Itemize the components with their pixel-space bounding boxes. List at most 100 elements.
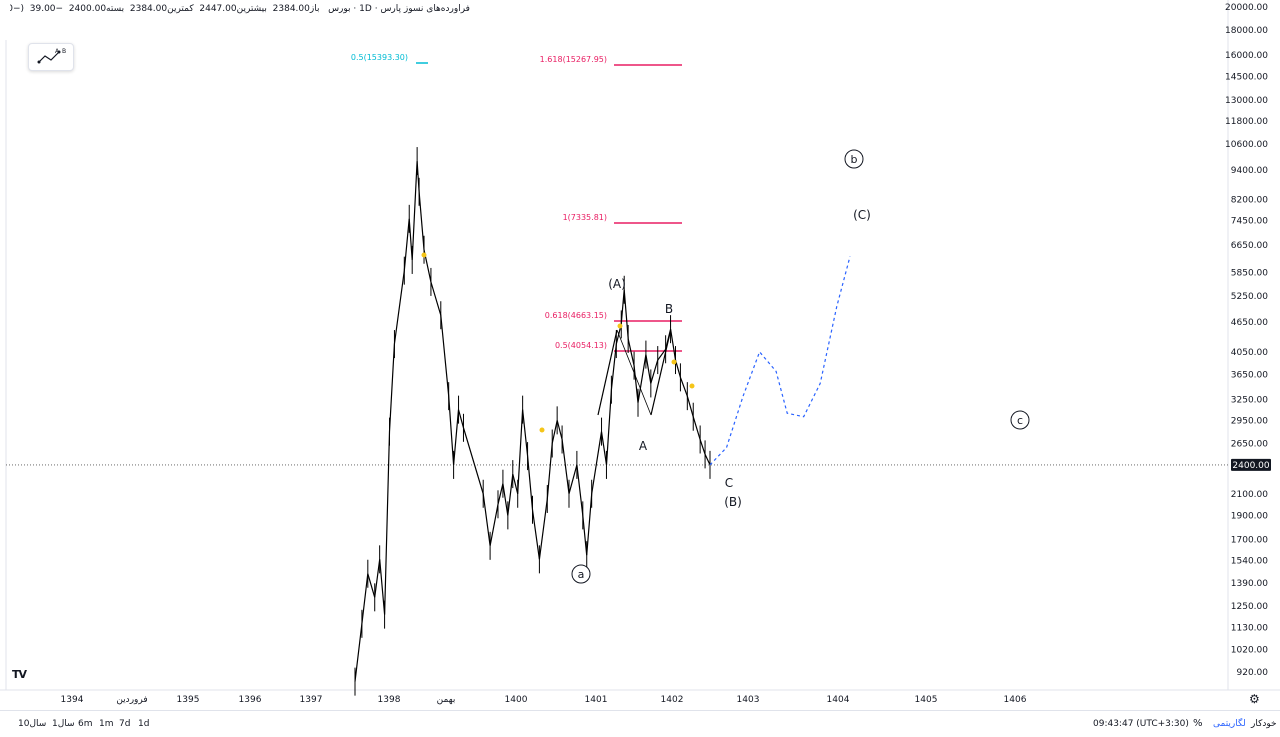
y-tick-label: 9400.00 bbox=[1231, 166, 1268, 176]
wave-trendline bbox=[616, 329, 652, 416]
interval[interactable]: 1D bbox=[359, 4, 372, 14]
y-tick-label: 2100.00 bbox=[1231, 490, 1268, 500]
range-6m[interactable]: 6m bbox=[78, 719, 93, 729]
x-tick-label: 1394 bbox=[61, 695, 84, 705]
x-tick-label: 1398 bbox=[378, 695, 401, 705]
tradingview-logo-icon[interactable]: TV bbox=[12, 668, 27, 681]
fib-label: 0.5(4054.13) bbox=[555, 341, 607, 350]
wave-label[interactable]: (A) bbox=[608, 277, 626, 291]
symbol-header: فرآورده‌های نسوز پارس · 1D · بورس باز238… bbox=[10, 4, 470, 18]
x-tick-label: 1404 bbox=[827, 695, 850, 705]
auto-toggle[interactable]: خودکار bbox=[1251, 719, 1277, 729]
signal-marker[interactable] bbox=[671, 359, 677, 365]
percent-toggle[interactable]: % bbox=[1193, 718, 1203, 729]
x-tick-label: فروردین bbox=[116, 695, 147, 705]
y-tick-label: 20000.00 bbox=[1225, 3, 1268, 13]
x-tick-label: 1400 bbox=[505, 695, 528, 705]
y-tick-label: 5250.00 bbox=[1231, 292, 1268, 302]
symbol-name[interactable]: فرآورده‌های نسوز پارس bbox=[380, 4, 470, 14]
low-value: 2384.00 bbox=[129, 4, 168, 14]
exchange: بورس bbox=[328, 4, 351, 14]
wave-circle[interactable] bbox=[1010, 410, 1030, 430]
y-tick-label: 3650.00 bbox=[1231, 370, 1268, 380]
svg-text:B: B bbox=[62, 48, 66, 55]
y-tick-label: 7450.00 bbox=[1231, 216, 1268, 226]
signal-marker[interactable] bbox=[617, 323, 623, 329]
wave-label[interactable]: (B) bbox=[724, 495, 742, 509]
range-7d[interactable]: 7d bbox=[119, 719, 131, 729]
close-label: بسته bbox=[106, 4, 125, 14]
close-value: 2400.00 bbox=[68, 4, 107, 14]
y-tick-label: 1390.00 bbox=[1231, 579, 1268, 589]
signal-marker[interactable] bbox=[689, 383, 695, 389]
y-tick-label: 14500.00 bbox=[1225, 72, 1268, 82]
signal-marker[interactable] bbox=[539, 427, 545, 433]
last-price-badge bbox=[1231, 458, 1271, 471]
price-axis[interactable]: 20000.00 18000.00 16000.00 14500.00 13000.00… bbox=[1225, 3, 1271, 678]
open-label: باز bbox=[309, 4, 320, 14]
y-tick-label: 6650.00 bbox=[1231, 241, 1268, 251]
x-tick-label: 1395 bbox=[177, 695, 200, 705]
wave-label[interactable]: A bbox=[639, 439, 648, 453]
x-tick-label: بهمن bbox=[437, 695, 456, 705]
x-tick-label: 1397 bbox=[300, 695, 323, 705]
log-toggle[interactable]: لگاریتمی bbox=[1213, 719, 1246, 729]
y-tick-label: 3250.00 bbox=[1231, 395, 1268, 405]
last-price-label: 2400.00 bbox=[1232, 461, 1269, 471]
x-tick-label: 1403 bbox=[737, 695, 760, 705]
fib-label: 1.618(15267.95) bbox=[540, 55, 607, 64]
y-tick-label: 4050.00 bbox=[1231, 348, 1268, 358]
y-tick-label: 1130.00 bbox=[1231, 624, 1268, 634]
x-tick-label: 1402 bbox=[661, 695, 684, 705]
wave-label[interactable]: (C) bbox=[853, 208, 871, 222]
y-tick-label: 1700.00 bbox=[1231, 535, 1268, 545]
range-10y[interactable]: 10سال bbox=[18, 719, 47, 729]
y-tick-label: 1020.00 bbox=[1231, 646, 1268, 656]
price-line[interactable] bbox=[354, 161, 711, 682]
range-1m[interactable]: 1m bbox=[99, 719, 114, 729]
y-tick-label: 2650.00 bbox=[1231, 440, 1268, 450]
y-tick-label: 2950.00 bbox=[1231, 416, 1268, 426]
y-tick-label: 13000.00 bbox=[1225, 96, 1268, 106]
wave-circle[interactable] bbox=[571, 564, 591, 584]
open-value: 2384.00 bbox=[272, 4, 310, 14]
y-tick-label: 11800.00 bbox=[1225, 117, 1268, 127]
wave-label[interactable]: B bbox=[665, 302, 673, 316]
fib-label: 1(7335.81) bbox=[563, 213, 607, 222]
wave-circle-label: c bbox=[1017, 414, 1023, 427]
wave-trendline bbox=[597, 329, 618, 416]
change-percent: (−1.60%) bbox=[10, 4, 25, 14]
projection-line[interactable] bbox=[709, 256, 851, 466]
change-value: −39.00 bbox=[29, 4, 64, 14]
time-axis[interactable]: 1394 فروردین 1395 1396 1397 1398 بهمن 1400 1401 1… bbox=[61, 695, 1027, 705]
range-1y[interactable]: 1سال bbox=[52, 719, 75, 729]
gear-icon[interactable]: ⚙ bbox=[1249, 692, 1260, 706]
signal-marker[interactable] bbox=[421, 252, 427, 258]
y-tick-label: 1900.00 bbox=[1231, 511, 1268, 521]
x-tick-label: 1405 bbox=[915, 695, 938, 705]
wave-circle[interactable] bbox=[844, 149, 864, 169]
x-tick-label: 1406 bbox=[1004, 695, 1027, 705]
wave-label[interactable]: C bbox=[725, 476, 733, 490]
price-chart[interactable]: 20000.00 18000.00 16000.00 14500.00 13000.00… bbox=[0, 0, 1280, 710]
y-tick-label: 8200.00 bbox=[1231, 196, 1268, 206]
low-label: کمترین bbox=[167, 4, 194, 14]
x-tick-label: 1401 bbox=[585, 695, 608, 705]
y-tick-label: 10600.00 bbox=[1225, 140, 1268, 150]
x-tick-label: 1396 bbox=[239, 695, 262, 705]
clock[interactable]: 09:43:47 (UTC+3:30) bbox=[1093, 719, 1189, 729]
y-tick-label: 5850.00 bbox=[1231, 268, 1268, 278]
y-tick-label: 920.00 bbox=[1237, 668, 1269, 678]
y-tick-label: 1250.00 bbox=[1231, 602, 1268, 612]
high-value: 2447.00 bbox=[199, 4, 237, 14]
range-1d[interactable]: 1d bbox=[138, 719, 150, 729]
y-tick-label: 4650.00 bbox=[1231, 318, 1268, 328]
fib-label: 0.5(15393.30) bbox=[351, 53, 408, 62]
fib-label: 0.618(4663.15) bbox=[545, 311, 607, 320]
wave-trendline bbox=[650, 332, 671, 416]
bottom-toolbar: 10سال 1سال 6m 1m 7d 1d 09:43:47 (UTC+3:3… bbox=[0, 710, 1280, 737]
y-tick-label: 1540.00 bbox=[1231, 557, 1268, 567]
wave-circle-label: b bbox=[851, 153, 858, 166]
